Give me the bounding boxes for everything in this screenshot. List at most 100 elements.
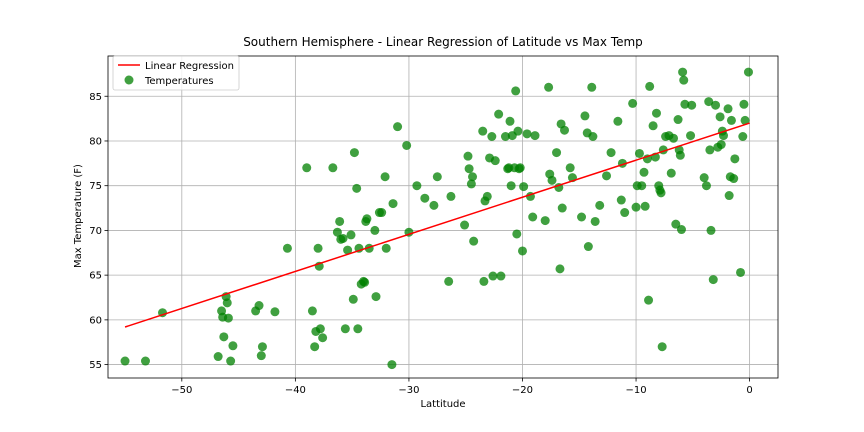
data-point <box>257 342 267 352</box>
data-point <box>380 172 390 182</box>
data-point <box>479 276 489 286</box>
x-tick-label: −50 <box>171 385 192 396</box>
legend-regression-label: Linear Regression <box>145 61 234 72</box>
data-point <box>487 132 497 141</box>
data-point <box>580 111 590 121</box>
y-tick-label: 55 <box>89 360 102 371</box>
x-tick-label: −20 <box>512 385 533 396</box>
data-point <box>634 148 644 158</box>
data-point <box>602 171 612 181</box>
data-point <box>606 148 616 158</box>
data-point <box>595 200 605 210</box>
data-point <box>332 227 342 237</box>
data-point <box>587 82 597 92</box>
data-point <box>506 181 516 191</box>
legend-temperatures-swatch <box>124 75 134 85</box>
y-axis-label: Max Temperature (F) <box>73 164 84 268</box>
data-point <box>348 294 358 304</box>
data-point <box>429 200 439 210</box>
data-point <box>513 126 523 136</box>
data-point <box>444 276 454 286</box>
data-point <box>730 154 740 164</box>
data-point <box>377 208 387 218</box>
data-point <box>724 191 734 201</box>
data-point <box>552 148 562 158</box>
data-point <box>708 275 718 285</box>
data-point <box>402 140 412 150</box>
data-point <box>679 75 689 85</box>
regression-line <box>124 122 750 328</box>
y-tick-label: 65 <box>89 271 102 282</box>
data-point <box>381 243 391 253</box>
regression-line-group <box>124 122 750 328</box>
data-point <box>718 131 728 141</box>
data-point <box>388 199 398 209</box>
data-point <box>739 99 749 109</box>
data-point <box>226 356 236 366</box>
y-tick-label: 80 <box>89 136 102 147</box>
data-point <box>544 82 554 92</box>
data-point <box>645 81 655 91</box>
data-point <box>466 179 476 189</box>
y-tick-label: 85 <box>89 92 102 103</box>
data-point <box>686 131 696 141</box>
data-point <box>740 115 750 125</box>
data-point <box>540 216 550 226</box>
data-point <box>704 97 714 107</box>
data-point <box>490 156 500 166</box>
data-point <box>349 148 359 158</box>
data-point <box>213 352 223 362</box>
data-point <box>680 99 690 109</box>
data-point <box>370 225 380 235</box>
data-point <box>432 172 442 182</box>
data-point <box>723 104 733 114</box>
data-point <box>140 356 150 366</box>
data-point <box>500 132 510 141</box>
data-point <box>496 271 506 281</box>
y-tick-label: 75 <box>89 181 102 192</box>
data-point <box>716 140 726 150</box>
data-point <box>639 167 649 177</box>
data-point <box>736 267 746 277</box>
data-point <box>547 175 557 185</box>
legend-temperatures-label: Temperatures <box>144 76 214 87</box>
data-point <box>590 216 600 226</box>
data-point <box>313 243 323 253</box>
data-point <box>505 116 515 126</box>
data-point <box>469 236 479 246</box>
data-point <box>346 230 356 240</box>
data-point <box>360 277 370 287</box>
data-point <box>687 100 697 110</box>
axis-ticks: −50 −40 −30 −20 −10 0 55 60 65 70 75 80 85 <box>89 92 753 396</box>
data-point <box>371 292 381 302</box>
data-point <box>648 121 658 131</box>
x-tick-label: −10 <box>625 385 646 396</box>
data-point <box>726 115 736 125</box>
data-points <box>120 67 753 370</box>
data-point <box>675 150 685 160</box>
data-point <box>669 133 679 143</box>
data-point <box>517 246 527 256</box>
data-point <box>482 191 492 201</box>
data-point <box>671 219 681 229</box>
data-point <box>519 182 529 192</box>
grid <box>108 56 778 378</box>
data-point <box>228 341 238 351</box>
data-point <box>528 212 538 222</box>
data-point <box>512 229 522 239</box>
data-point <box>666 168 676 178</box>
data-point <box>530 131 540 141</box>
data-point <box>120 356 130 366</box>
y-tick-label: 60 <box>89 315 102 326</box>
data-point <box>282 243 292 253</box>
data-point <box>640 201 650 211</box>
data-point <box>270 307 280 317</box>
data-point <box>254 301 264 311</box>
data-point <box>302 163 312 173</box>
data-point <box>676 225 686 235</box>
data-point <box>307 306 317 316</box>
data-point <box>657 342 667 352</box>
data-point <box>631 202 641 212</box>
data-point <box>393 122 403 132</box>
